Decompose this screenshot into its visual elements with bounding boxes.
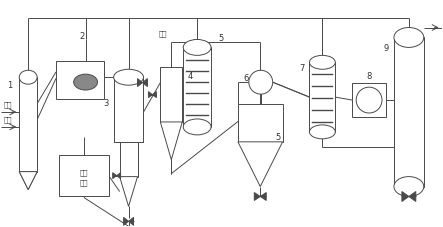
Text: 压缩: 压缩 [80, 169, 88, 175]
Text: 燃料: 燃料 [4, 116, 12, 123]
Text: 5: 5 [275, 133, 280, 142]
Text: 6: 6 [243, 73, 249, 82]
Polygon shape [160, 122, 182, 160]
Text: 9: 9 [383, 44, 389, 53]
Bar [352, 84, 386, 117]
Text: 2: 2 [80, 32, 85, 41]
Polygon shape [113, 173, 117, 179]
Text: 7: 7 [299, 64, 304, 72]
Polygon shape [143, 79, 148, 87]
Polygon shape [137, 79, 143, 87]
Ellipse shape [74, 75, 97, 91]
Polygon shape [238, 142, 283, 187]
Polygon shape [128, 217, 133, 225]
Bar [56, 62, 104, 100]
Ellipse shape [183, 40, 211, 56]
Text: 4: 4 [187, 72, 193, 81]
Ellipse shape [394, 177, 424, 197]
Polygon shape [402, 192, 409, 202]
Polygon shape [120, 177, 137, 207]
Text: 3: 3 [103, 98, 109, 107]
Bar [310, 63, 335, 132]
Polygon shape [19, 172, 37, 190]
Text: 5: 5 [218, 34, 224, 43]
Ellipse shape [310, 56, 335, 70]
Ellipse shape [114, 70, 144, 86]
Polygon shape [260, 193, 266, 201]
Text: 空气: 空气 [4, 101, 12, 108]
Polygon shape [19, 172, 37, 190]
Text: 1: 1 [7, 80, 12, 89]
Bar [19, 78, 37, 172]
Ellipse shape [394, 28, 424, 48]
Polygon shape [152, 92, 156, 98]
Polygon shape [117, 173, 120, 179]
Bar [183, 48, 211, 127]
Polygon shape [124, 217, 128, 225]
Ellipse shape [356, 88, 382, 114]
Bar [114, 78, 144, 142]
Text: 蒸汽: 蒸汽 [159, 30, 167, 37]
Polygon shape [409, 192, 416, 202]
Bar [120, 142, 137, 177]
Bar [160, 68, 182, 122]
Text: 8: 8 [366, 72, 372, 80]
Text: 空气: 空气 [80, 178, 88, 185]
Polygon shape [254, 193, 260, 201]
Ellipse shape [183, 119, 211, 135]
Bar [59, 155, 109, 197]
Polygon shape [148, 92, 152, 98]
Ellipse shape [310, 125, 335, 139]
Ellipse shape [249, 71, 273, 95]
Bar [238, 105, 283, 142]
Ellipse shape [19, 71, 37, 85]
Bar [394, 38, 424, 187]
